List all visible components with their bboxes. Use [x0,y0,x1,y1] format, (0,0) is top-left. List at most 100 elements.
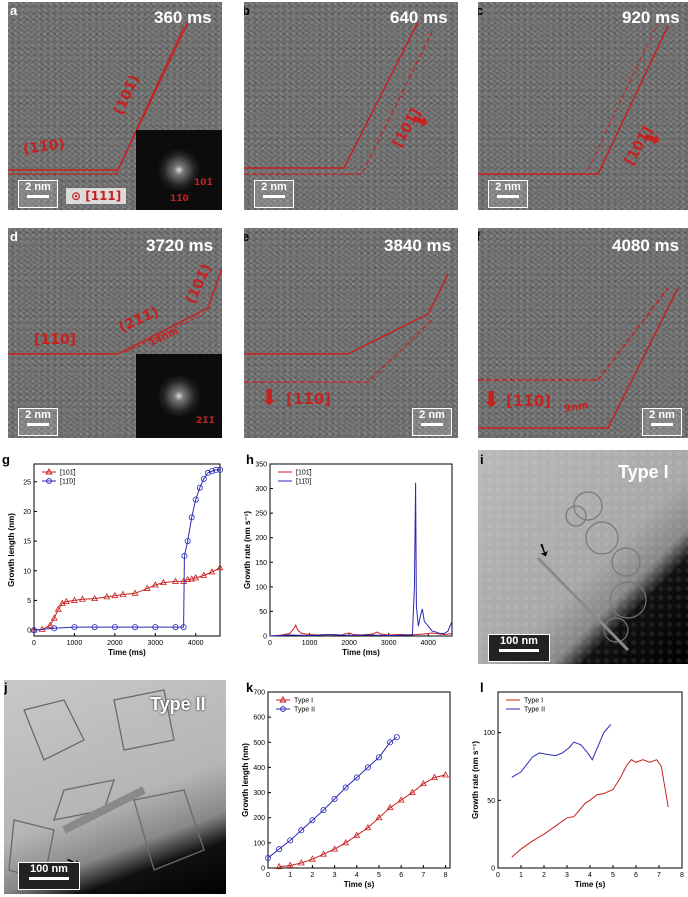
data-point [70,596,78,603]
legend-marker [280,706,286,712]
data-point [393,734,400,741]
y-tick-label: 0 [261,866,265,873]
chart-l: 0 1 2 3 4 5 6 7 8 0 50 100 Time (s) Growth rate (nm s… [471,691,684,889]
panel-i-scale-text: 100 nm [500,635,538,647]
panel-d-facets [8,267,222,355]
panel-f-facets [478,287,679,429]
x-tick-label: 3000 [381,640,397,647]
legend-label: Type I [524,698,543,705]
panel-e-time: 3840 ms [384,236,452,255]
y-tick-label: 0 [491,866,495,873]
data-point [375,813,383,821]
x-tick-label: 4 [588,872,592,879]
series-line-0 [269,624,453,637]
panel-a-fft-inset: 101̄ 11̄0 [136,130,222,210]
legend-label: [11̄0] [60,479,75,486]
panel-f-label: f [478,229,481,244]
data-point [62,597,70,605]
data-point [216,563,224,571]
panel-b-time: 640 ms [390,8,448,27]
series-line-1 [511,724,612,778]
data-point [143,584,151,591]
y-tick-label: 0 [27,628,31,635]
data-point [364,764,371,771]
data-point [111,591,119,599]
y-tick-label: 50 [259,609,267,616]
x-tick-label: 1000 [302,640,318,647]
chart-k: 0 1 2 3 4 5 6 7 8 0 100 200 300 400 500 600 700 Time (s) G… [241,690,451,889]
panel-a-fft-label2: 11̄0 [170,194,189,204]
x-tick-label: 0 [32,640,36,647]
chart-h-frame [269,463,453,637]
data-point [184,575,192,583]
x-tick-label: 4 [355,872,359,879]
y-axis-label: Growth length (nm) [7,513,16,587]
data-point [131,589,139,596]
panel-j-scalebar: 100 nm [18,862,80,890]
legend-marker [45,467,53,475]
legend-label: [11̄0] [296,479,311,486]
series-line-0 [279,774,446,868]
data-point [308,855,316,862]
data-point [188,575,196,582]
x-axis-label: Time (ms) [342,648,380,657]
x-tick-label: 4000 [188,640,204,647]
data-point [180,624,187,631]
data-point [50,614,58,621]
x-tick-label: 4000 [420,640,436,647]
panel-i-type: Type I [618,462,669,482]
panel-j-scale-text: 100 nm [30,863,68,875]
data-point [200,571,208,578]
data-point [200,475,207,482]
x-tick-label: 7 [421,872,425,879]
y-tick-label: 50 [487,798,495,805]
data-point [54,605,62,612]
data-point [353,774,360,781]
data-point [46,621,54,628]
y-tick-label: 5 [27,598,31,605]
x-tick-label: 7 [657,872,661,879]
data-point [442,771,450,778]
data-point [320,807,327,814]
x-tick-label: 8 [680,872,684,879]
panel-e-scalebar: 2 nm [412,408,452,436]
data-point [192,496,199,503]
panel-j-label: j [4,680,8,695]
y-axis-label: Growth rate (nm s⁻¹) [471,741,480,819]
data-point [286,861,294,868]
data-point [152,624,159,631]
series-line-1 [269,482,453,637]
panel-d-fft-label1: 21̄1̄ [196,416,215,426]
data-point [172,577,180,584]
y-tick-label: 600 [253,715,265,722]
chart-k-frame [267,691,451,869]
panel-a-image: a 360 ms (11̄0) (101̄) 101̄ 11̄0 2 nm ⊙ … [8,2,222,210]
panel-d-fft-inset: 21̄1̄ [136,354,222,438]
data-point [91,624,98,631]
data-point [188,514,195,521]
panel-b-label: b [244,3,250,18]
data-point [111,624,118,631]
x-tick-label: 8 [444,872,448,879]
panel-i-label: i [480,452,484,467]
legend-label: Type I [294,698,313,705]
panel-e-dir: [11̄0] [286,390,332,408]
y-tick-label: 300 [255,486,267,493]
data-point [30,627,37,634]
x-tick-label: 3 [565,872,569,879]
x-tick-label: 1000 [67,640,83,647]
data-point [309,817,316,824]
data-point [264,854,271,861]
y-tick-label: 25 [23,479,31,486]
panel-h-label: h [246,452,254,467]
panel-f-image: f 4080 ms ⬇ [11̄0] 9nm 2 nm [478,228,688,438]
panel-f-time: 4080 ms [612,236,680,255]
panel-j-type: Type II [150,694,206,714]
data-point [159,578,167,586]
data-point [331,845,339,852]
data-point [212,466,219,473]
panel-d-label: d [10,229,18,244]
panel-l-label: l [480,680,484,695]
panel-e-image: e 3840 ms ⬇ [11̄0] 2 nm [244,228,458,438]
panel-a-facets [8,21,189,175]
